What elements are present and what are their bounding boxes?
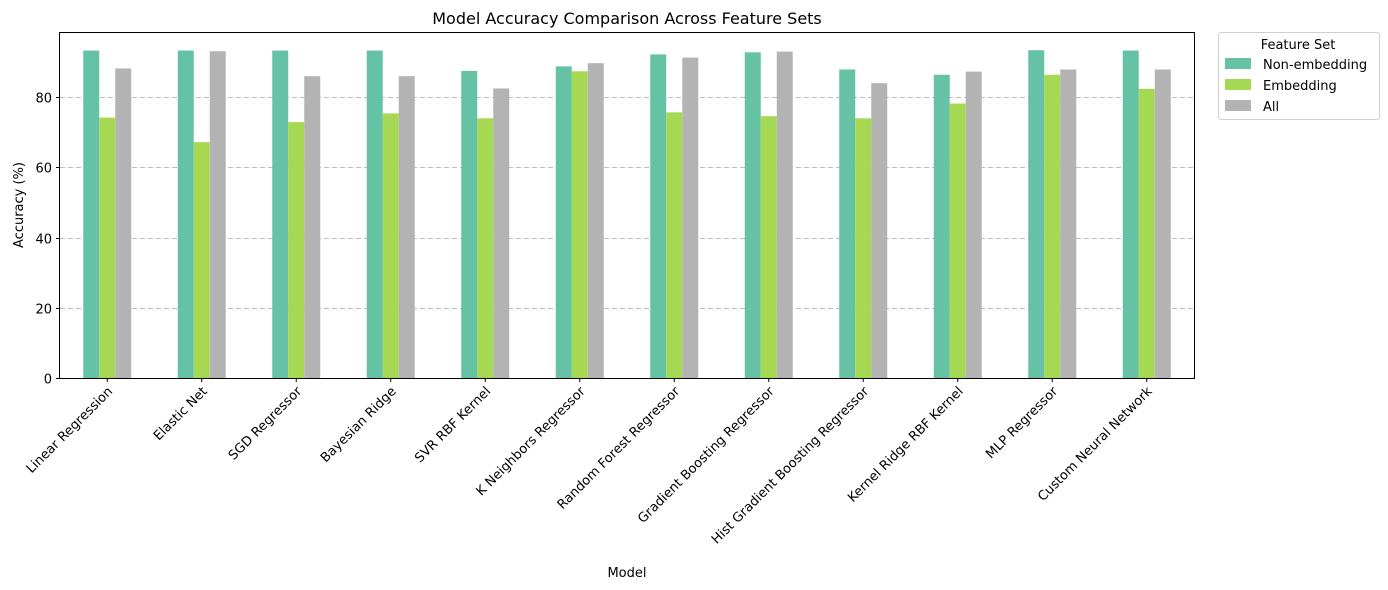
x-tick-label: SVR RBF Kernel — [412, 384, 494, 466]
legend-swatch — [1225, 58, 1251, 69]
bar-non-embedding — [83, 50, 100, 379]
bar-non-embedding — [839, 69, 856, 378]
bar-all — [871, 83, 888, 378]
bar-non-embedding — [272, 50, 289, 379]
legend-title: Feature Set — [1261, 38, 1336, 53]
bar-embedding — [760, 116, 777, 378]
bar-all — [682, 57, 699, 378]
legend-label: Embedding — [1263, 79, 1337, 94]
bar-non-embedding — [177, 50, 194, 379]
bar-embedding — [382, 113, 399, 379]
bar-all — [115, 68, 132, 379]
bar-all — [965, 71, 982, 378]
y-tick-label: 20 — [35, 303, 52, 318]
bar-non-embedding — [650, 54, 667, 379]
bar-all — [304, 76, 321, 378]
bar-embedding — [949, 103, 966, 378]
x-tick-label: Elastic Net — [151, 384, 211, 444]
y-tick-label: 40 — [35, 233, 52, 248]
legend-box — [1218, 32, 1380, 120]
bar-embedding — [1138, 88, 1155, 379]
y-axis: 0 20 40 60 80 — [35, 92, 60, 388]
bar-all — [587, 63, 604, 379]
bar-non-embedding — [1028, 50, 1045, 378]
grid-lines — [60, 97, 1194, 309]
bar-embedding — [571, 71, 588, 378]
bar-all — [1154, 69, 1171, 378]
bar-embedding — [193, 142, 210, 378]
bars-group — [83, 50, 1171, 379]
bar-all — [493, 88, 510, 378]
legend-label: All — [1263, 100, 1279, 115]
legend-swatch — [1225, 79, 1251, 90]
plot-frame — [59, 32, 1195, 379]
x-tick-label: Linear Regression — [24, 384, 116, 476]
chart-title: Model Accuracy Comparison Across Feature… — [432, 9, 822, 28]
x-tick-label: MLP Regressor — [983, 384, 1061, 462]
y-axis-label: Accuracy (%) — [12, 162, 27, 248]
bar-embedding — [855, 118, 872, 378]
bar-non-embedding — [555, 66, 572, 379]
bar-non-embedding — [744, 52, 761, 378]
bar-non-embedding — [461, 70, 478, 379]
bar-non-embedding — [366, 50, 383, 379]
x-axis-label: Model — [607, 566, 646, 581]
legend-label: Non-embedding — [1263, 58, 1367, 73]
bar-all — [776, 51, 793, 378]
y-tick-label: 0 — [44, 373, 52, 388]
x-tick-label: Bayesian Ridge — [318, 384, 400, 466]
x-tick-label: SGD Regressor — [226, 384, 306, 464]
bar-all — [398, 76, 415, 378]
bar-embedding — [99, 117, 116, 378]
bar-all — [1060, 69, 1077, 378]
bar-embedding — [477, 118, 494, 378]
bar-embedding — [1044, 74, 1061, 378]
bar-embedding — [288, 122, 305, 378]
y-tick-label: 80 — [35, 92, 52, 107]
x-tick-label: K Neighbors Regressor — [474, 384, 589, 499]
bar-non-embedding — [933, 74, 950, 378]
bar-embedding — [666, 112, 683, 378]
y-tick-label: 60 — [35, 162, 52, 177]
x-tick-label: Hist Gradient Boosting Regressor — [709, 384, 873, 548]
bar-all — [209, 51, 226, 379]
legend: Feature Set Non-embedding Embedding All — [1218, 32, 1380, 120]
x-axis: Linear Regression Elastic Net SGD Regresso… — [24, 378, 1156, 547]
bar-non-embedding — [1122, 50, 1139, 379]
legend-swatch — [1225, 100, 1251, 111]
